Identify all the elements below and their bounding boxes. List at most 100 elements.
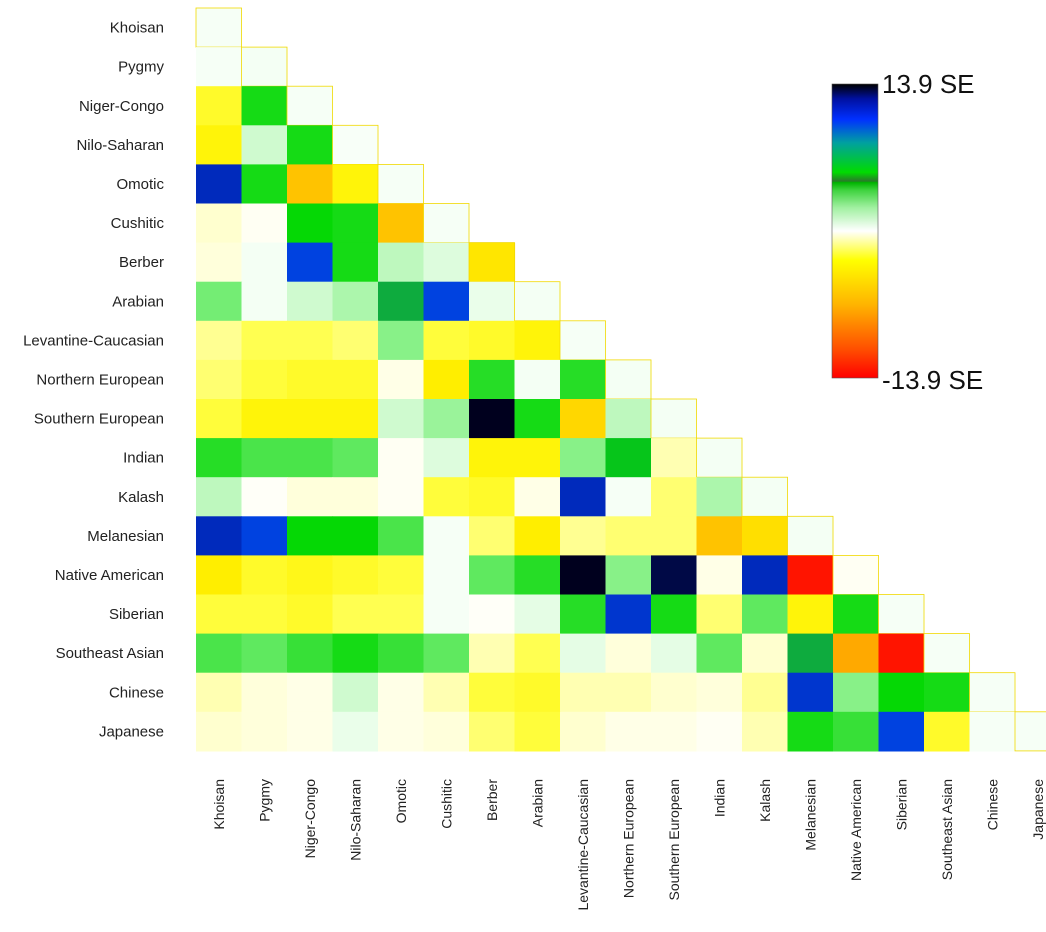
- heatmap-cell: [605, 555, 652, 596]
- heatmap-cell: [332, 516, 379, 556]
- heatmap-cell: [469, 477, 516, 517]
- heatmap-cell: [241, 203, 288, 244]
- row-label: Omotic: [116, 176, 164, 193]
- heatmap-cell: [423, 633, 470, 674]
- heatmap-cell: [287, 672, 334, 713]
- heatmap-cell: [605, 399, 652, 439]
- heatmap-cell: [196, 281, 243, 322]
- heatmap-cell: [241, 164, 288, 205]
- color-legend: 13.9 SE -13.9 SE: [831, 69, 983, 395]
- heatmap-cell: [241, 125, 288, 165]
- heatmap-cell: [514, 359, 561, 400]
- row-label: Indian: [123, 450, 164, 467]
- heatmap-cell: [787, 555, 834, 596]
- heatmap-cell: [787, 516, 834, 556]
- heatmap-cell: [878, 672, 925, 713]
- row-label: Japanese: [99, 723, 164, 740]
- heatmap-cell: [742, 672, 789, 713]
- heatmap-cell: [560, 320, 607, 361]
- heatmap-cell: [287, 633, 334, 674]
- heatmap-cell: [287, 555, 334, 596]
- heatmap-cell: [196, 555, 243, 596]
- heatmap-cell: [605, 359, 652, 400]
- heatmap-cell: [332, 242, 379, 283]
- heatmap-cell: [651, 477, 698, 517]
- heatmap-cell: [514, 672, 561, 713]
- column-label: Kalash: [757, 779, 773, 822]
- heatmap-cell: [287, 281, 334, 322]
- row-label: Niger-Congo: [79, 98, 164, 115]
- heatmap-cell: [332, 399, 379, 439]
- heatmap-cell: [241, 47, 288, 87]
- heatmap-cell: [332, 555, 379, 596]
- heatmap-cell: [378, 633, 425, 674]
- heatmap-cell: [560, 633, 607, 674]
- row-label: Chinese: [109, 684, 164, 701]
- heatmap-cell: [514, 477, 561, 517]
- heatmap-cell: [651, 594, 698, 635]
- diagonal-cell-outline: [1014, 711, 1046, 752]
- heatmap-cell: [787, 594, 834, 635]
- heatmap-cell: [241, 555, 288, 596]
- legend-colorbar: [831, 83, 879, 379]
- heatmap-cell: [742, 711, 789, 752]
- heatmap-cell: [332, 594, 379, 635]
- heatmap-cell: [378, 555, 425, 596]
- heatmap-cell: [560, 672, 607, 713]
- heatmap-cell: [287, 86, 334, 126]
- heatmap-cell: [560, 438, 607, 478]
- heatmap-cell: [378, 164, 425, 205]
- heatmap-cell: [378, 438, 425, 478]
- column-label: Omotic: [393, 779, 409, 823]
- heatmap-cell: [241, 242, 288, 283]
- heatmap-cell: [332, 359, 379, 400]
- heatmap-cell: [241, 359, 288, 400]
- heatmap-cell: [469, 359, 516, 400]
- heatmap-cell: [469, 242, 516, 283]
- column-label: Levantine-Caucasian: [575, 779, 591, 911]
- heatmap-cell: [378, 516, 425, 556]
- heatmap-cell: [378, 594, 425, 635]
- heatmap-cell: [833, 555, 880, 596]
- heatmap-cell: [605, 477, 652, 517]
- row-label: Levantine-Caucasian: [23, 332, 164, 349]
- heatmap-cell: [241, 672, 288, 713]
- heatmap-cell: [469, 281, 516, 322]
- heatmap-cell: [196, 359, 243, 400]
- heatmap-cell: [287, 125, 334, 165]
- heatmap-cell: [787, 672, 834, 713]
- row-label: Khoisan: [110, 20, 164, 37]
- heatmap-cell: [378, 320, 425, 361]
- heatmap-cell: [696, 633, 743, 674]
- column-label: Berber: [484, 779, 500, 821]
- heatmap-cell: [423, 438, 470, 478]
- heatmap-cell: [742, 633, 789, 674]
- heatmap-cell: [696, 711, 743, 752]
- heatmap-cell: [742, 477, 789, 517]
- row-label: Northern European: [36, 371, 164, 388]
- heatmap-cell: [196, 86, 243, 126]
- heatmap-cell: [332, 281, 379, 322]
- heatmap-cell: [605, 711, 652, 752]
- heatmap-cell: [514, 399, 561, 439]
- heatmap-cell: [378, 672, 425, 713]
- heatmap-cell: [378, 359, 425, 400]
- heatmap-cell: [924, 633, 971, 674]
- heatmap-cell: [241, 86, 288, 126]
- heatmap-cell: [287, 399, 334, 439]
- heatmap-cell: [287, 594, 334, 635]
- heatmap-cell: [423, 711, 470, 752]
- row-label: Native American: [55, 567, 164, 584]
- heatmap-cell: [696, 477, 743, 517]
- row-labels: Khoisan Pygmy Niger-Congo Nilo-Saharan Omoti…: [23, 20, 164, 741]
- heatmap-cell: [696, 516, 743, 556]
- heatmap-cell: [605, 672, 652, 713]
- heatmap-cell: [332, 477, 379, 517]
- heatmap-cell: [469, 672, 516, 713]
- row-label: Siberian: [109, 606, 164, 623]
- heatmap-cell: [605, 594, 652, 635]
- heatmap-cell: [241, 320, 288, 361]
- heatmap-cell: [241, 516, 288, 556]
- heatmap-cell: [469, 555, 516, 596]
- heatmap-cell: [378, 242, 425, 283]
